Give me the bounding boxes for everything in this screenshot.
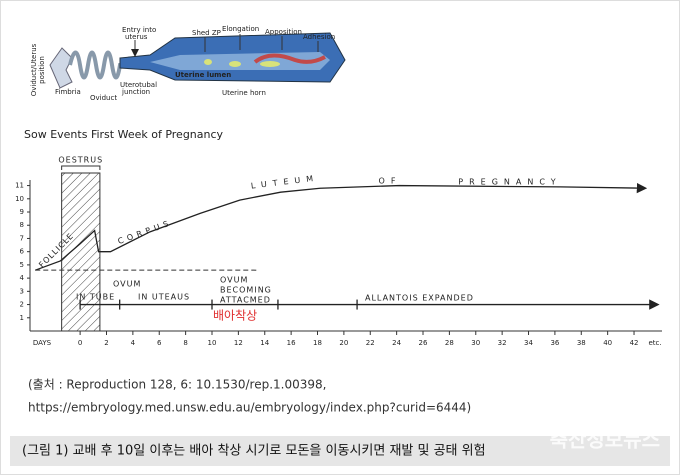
diagram-label: Shed ZP	[192, 29, 221, 37]
diagram-label: Entry into	[122, 26, 156, 34]
y-tick-label: 3	[20, 287, 24, 295]
y-tick-label: 1	[20, 314, 24, 322]
diagram-label: Uterotubal	[120, 81, 157, 89]
y-tick-label: 8	[20, 221, 24, 229]
x-tick-label: 38	[577, 339, 586, 347]
y-tick-label: 5	[20, 261, 24, 269]
oestrus-bracket	[61, 165, 101, 170]
diagram-label: Fimbria	[55, 88, 81, 96]
diagram-label: position	[38, 56, 46, 84]
curve-label: PREGNANCY	[458, 178, 561, 187]
watermark: 축산정보뉴스	[550, 428, 660, 452]
timeline-label: ATTACMED	[220, 296, 271, 305]
y-tick-label: 2	[20, 301, 24, 309]
timeline-label: IN UTEAUS	[138, 293, 190, 302]
y-tick-label: 10	[15, 195, 24, 203]
reproductive-tract	[49, 32, 346, 89]
diagram-label: Apposition	[265, 28, 302, 36]
curve-label: LUTEUM	[250, 173, 319, 190]
curve-label: OF	[379, 177, 402, 186]
x-tick-label: 8	[183, 339, 187, 347]
timeline-label: OVUM	[113, 280, 141, 289]
x-tick-label: 26	[419, 339, 428, 347]
y-tick-label: 4	[20, 274, 25, 282]
x-tick-label: 34	[524, 339, 533, 347]
x-tick-label: 28	[445, 339, 454, 347]
caption-bar	[10, 436, 670, 466]
caption: (그림 1) 교배 후 10일 이후는 배아 착상 시기로 모돈을 이동시키면 …	[22, 444, 486, 459]
timeline-label: ALLANTOIS EXPANDED	[365, 294, 474, 303]
x-tick-label: 4	[131, 339, 136, 347]
x-tick-label: 22	[366, 339, 375, 347]
x-axis-label: DAYS	[33, 339, 52, 347]
x-tick-label: 42	[630, 339, 639, 347]
diagram-label: Oviduct/Uterus	[30, 43, 38, 96]
diagram-label: Adhesion	[303, 33, 335, 41]
y-tick-label: 9	[20, 208, 24, 216]
y-tick-label: 11	[15, 182, 24, 190]
diagram-label: uterus	[125, 33, 148, 41]
diagram-label: Uterine horn	[222, 89, 266, 97]
oestrus-label: OESTRUS	[58, 156, 103, 165]
x-tick-label: 12	[234, 339, 243, 347]
curve	[35, 182, 648, 271]
diagram-label: Uterine lumen	[175, 71, 231, 79]
x-tick-label: 32	[498, 339, 507, 347]
x-tick-label: 30	[471, 339, 480, 347]
x-tick-label: 10	[208, 339, 217, 347]
x-axis-end-label: etc.	[648, 339, 661, 347]
x-tick-label: 2	[104, 339, 108, 347]
timeline-label: BECOMING	[220, 286, 272, 295]
source: https://embryology.med.unsw.edu.au/embry…	[28, 401, 471, 415]
diagram-label: Elongation	[222, 25, 259, 33]
x-tick-label: 18	[313, 339, 322, 347]
x-tick-label: 0	[78, 339, 82, 347]
oestrus-region	[61, 172, 101, 332]
x-tick-label: 16	[287, 339, 296, 347]
x-tick-label: 20	[339, 339, 348, 347]
x-tick-label: 6	[157, 339, 162, 347]
x-tick-label: 36	[550, 339, 559, 347]
x-tick-label: 24	[392, 339, 401, 347]
diagram-label: junction	[121, 88, 150, 96]
highlight-label: 배아착상	[213, 309, 257, 323]
source: (출처 : Reproduction 128, 6: 10.1530/rep.1…	[28, 378, 326, 392]
diagram-label: Oviduct	[90, 94, 117, 102]
x-tick-label: 14	[260, 339, 269, 347]
y-tick-label: 6	[20, 248, 25, 256]
curve-label: CORPUS	[117, 218, 174, 246]
timeline-label: OVUM	[220, 276, 248, 285]
y-tick-label: 7	[20, 234, 24, 242]
x-tick-label: 40	[603, 339, 612, 347]
chart-title: Sow Events First Week of Pregnancy	[24, 128, 224, 141]
